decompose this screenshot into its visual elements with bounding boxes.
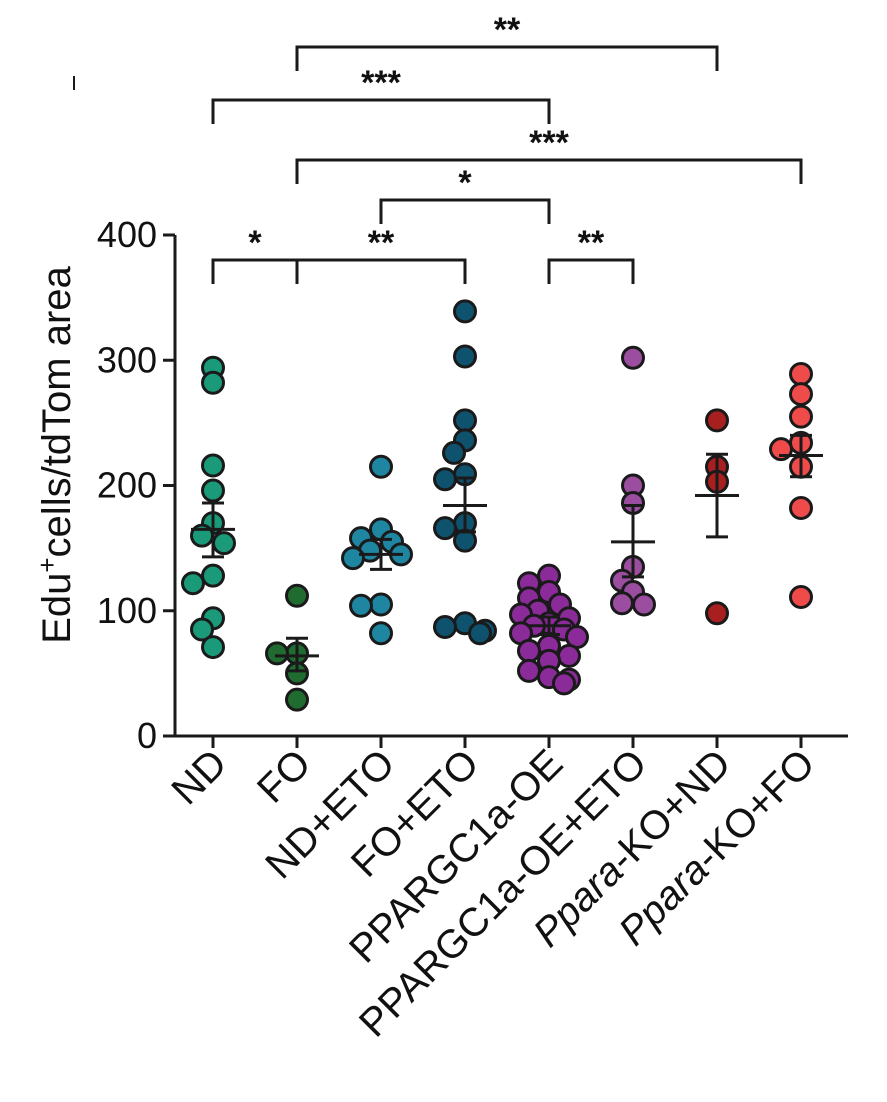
y-axis-label: Edu+cells/tdTom area [32,265,79,643]
data-point [789,584,813,609]
significance-bracket [547,258,635,284]
data-point [201,635,225,660]
data-point [442,440,466,465]
data-point [433,516,457,541]
data-point [265,641,289,666]
x-tick-label: ND [163,741,235,813]
data-point [181,571,205,596]
data-point [201,453,225,478]
data-point [369,454,393,479]
y-tick-label: 400 [97,214,157,255]
data-point [285,583,309,608]
significance-bracket [379,198,551,224]
data-point [369,592,393,617]
data-point [453,299,477,324]
data-point [789,382,813,407]
data-point [789,404,813,429]
significance-bracket [211,98,551,124]
data-point [789,362,813,387]
axes: 0 100 200 300 400 [97,214,848,756]
significance-label: ** [368,224,395,262]
significance-label: ** [494,11,521,49]
data-point [632,592,656,617]
data-point [789,496,813,521]
data-point [453,344,477,369]
data-point [190,617,214,642]
data-point [201,563,225,588]
data-points [181,299,813,712]
data-point [517,638,541,663]
data-point [349,593,373,618]
significance-brackets: ********** ** ** [211,11,803,284]
significance-label: *** [361,64,401,102]
data-point [468,621,492,646]
y-tick-label: 200 [97,465,157,506]
data-point [517,658,541,683]
significance-label: *** [529,124,569,162]
significance-label: ** [578,224,605,262]
data-point [212,531,236,556]
significance-bracket [211,258,299,284]
y-tick-label: 100 [97,590,157,631]
data-point [369,621,393,646]
x-tick-label: FO [249,741,319,811]
data-point [557,643,581,668]
data-point [433,467,457,492]
data-point [621,345,645,370]
significance-bracket [295,45,719,71]
data-point [705,408,729,433]
y-tick-label: 300 [97,339,157,380]
x-tick-labels: ND FOND+ETOFO+ETOPPARGC1a-OEPPARGC1a-OE+E… [163,741,823,1045]
significance-label: * [248,224,262,262]
data-point [453,408,477,433]
data-point [285,687,309,712]
data-point [201,370,225,395]
data-point [433,615,457,640]
data-point [610,591,634,616]
y-tick-label: 0 [137,715,157,756]
significance-bracket [295,158,803,184]
data-point [705,601,729,626]
significance-bracket [295,258,467,284]
data-point [552,671,576,696]
data-point [201,478,225,503]
error-bars [191,433,823,673]
significance-label: * [458,164,472,202]
data-point [341,546,365,571]
